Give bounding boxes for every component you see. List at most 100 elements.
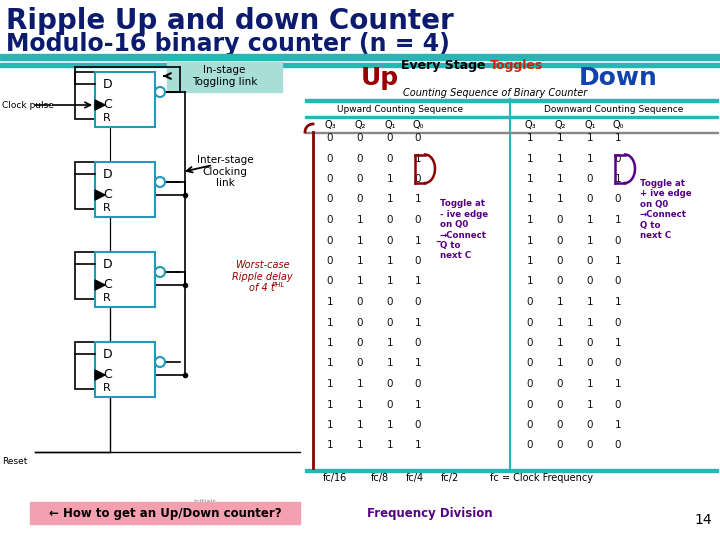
Text: 0: 0	[587, 359, 593, 368]
Text: 1: 1	[356, 441, 364, 450]
Text: 0: 0	[557, 235, 563, 246]
Bar	[95, 72, 155, 127]
Text: 1: 1	[557, 133, 563, 143]
Text: 1: 1	[387, 420, 393, 430]
Text: 0: 0	[615, 153, 621, 164]
Text: 0: 0	[415, 133, 421, 143]
Text: D: D	[103, 167, 112, 180]
Text: 0: 0	[415, 256, 421, 266]
Text: 0: 0	[356, 174, 364, 184]
Text: Ripple Up and down Counter: Ripple Up and down Counter	[6, 7, 454, 35]
Text: 14: 14	[694, 513, 712, 527]
Text: 1: 1	[415, 276, 421, 287]
Text: 1: 1	[356, 400, 364, 409]
Text: Clock pulse: Clock pulse	[2, 100, 54, 110]
Text: C: C	[103, 188, 112, 201]
Text: 0: 0	[415, 297, 421, 307]
Text: 1: 1	[527, 235, 534, 246]
Bar	[95, 252, 155, 307]
Text: 1: 1	[387, 276, 393, 287]
Text: 1: 1	[615, 420, 621, 430]
Text: D: D	[103, 78, 112, 91]
Text: 1: 1	[387, 194, 393, 205]
Text: 0: 0	[615, 276, 621, 287]
Text: 0: 0	[557, 215, 563, 225]
Text: 1: 1	[615, 297, 621, 307]
Text: Q₁: Q₁	[584, 120, 595, 130]
Text: 0: 0	[557, 256, 563, 266]
Text: 0: 0	[356, 359, 364, 368]
Text: 1: 1	[356, 420, 364, 430]
Text: 0: 0	[356, 194, 364, 205]
Circle shape	[155, 357, 165, 367]
Text: 1: 1	[557, 153, 563, 164]
Text: R: R	[103, 113, 111, 123]
Bar	[305, 116, 718, 118]
Text: R: R	[103, 203, 111, 213]
Bar	[75, 252, 155, 299]
Text: Q₃: Q₃	[324, 120, 336, 130]
Text: 1: 1	[356, 235, 364, 246]
Text: 0: 0	[387, 133, 393, 143]
Text: 1: 1	[415, 235, 421, 246]
Text: 1: 1	[615, 133, 621, 143]
Text: 0: 0	[587, 338, 593, 348]
Text: 1: 1	[387, 441, 393, 450]
Text: 1: 1	[557, 297, 563, 307]
Text: 0: 0	[356, 338, 364, 348]
Text: 0: 0	[327, 174, 333, 184]
Bar	[305, 99, 718, 102]
Polygon shape	[95, 280, 105, 290]
Text: Inter-stage
Clocking
link: Inter-stage Clocking link	[197, 155, 253, 188]
Bar	[75, 72, 155, 119]
Text: fc/16: fc/16	[323, 473, 347, 483]
Polygon shape	[95, 370, 105, 380]
Text: 1: 1	[587, 297, 593, 307]
Text: Q₃: Q₃	[524, 120, 536, 130]
Text: PHL: PHL	[272, 282, 285, 288]
Text: 1: 1	[356, 379, 364, 389]
Text: 1: 1	[356, 215, 364, 225]
Text: 0: 0	[387, 379, 393, 389]
Text: 1: 1	[527, 194, 534, 205]
Bar	[95, 162, 155, 217]
Text: Counting Sequence of Binary Counter: Counting Sequence of Binary Counter	[403, 88, 587, 98]
Text: 1: 1	[587, 235, 593, 246]
Text: fc/8: fc/8	[371, 473, 389, 483]
Text: 1: 1	[387, 174, 393, 184]
Text: 1: 1	[327, 420, 333, 430]
Text: 1: 1	[527, 215, 534, 225]
Text: 0: 0	[615, 441, 621, 450]
Text: R: R	[103, 383, 111, 393]
Text: 0: 0	[557, 400, 563, 409]
Text: 1: 1	[527, 256, 534, 266]
Bar	[75, 162, 155, 209]
Text: 1: 1	[557, 194, 563, 205]
Text: D: D	[103, 258, 112, 271]
Text: 1: 1	[387, 256, 393, 266]
Text: fc/2: fc/2	[441, 473, 459, 483]
Text: D: D	[103, 348, 112, 361]
Text: 0: 0	[557, 276, 563, 287]
Text: 1: 1	[587, 318, 593, 327]
Text: 1: 1	[615, 256, 621, 266]
Text: 0: 0	[327, 256, 333, 266]
Text: Reset: Reset	[2, 457, 27, 467]
Circle shape	[155, 87, 165, 97]
Text: 0: 0	[615, 359, 621, 368]
Text: 1: 1	[356, 276, 364, 287]
Text: Up: Up	[361, 66, 399, 90]
Text: 0: 0	[327, 153, 333, 164]
Text: Toggle at
- ive edge
on Q0
→Connect
̅Q to
next C: Toggle at - ive edge on Q0 →Connect ̅Q t…	[440, 199, 488, 260]
Text: 0: 0	[587, 194, 593, 205]
Text: 0: 0	[615, 400, 621, 409]
Text: 1: 1	[527, 174, 534, 184]
Text: 0: 0	[587, 420, 593, 430]
Text: 0: 0	[387, 318, 393, 327]
Text: 0: 0	[356, 318, 364, 327]
Text: In-stage
Toggling link: In-stage Toggling link	[192, 65, 257, 87]
Text: 0: 0	[327, 194, 333, 205]
Text: Worst-case
Ripple delay
of 4 t: Worst-case Ripple delay of 4 t	[232, 260, 292, 293]
Text: 0: 0	[327, 235, 333, 246]
Text: C: C	[103, 368, 112, 381]
